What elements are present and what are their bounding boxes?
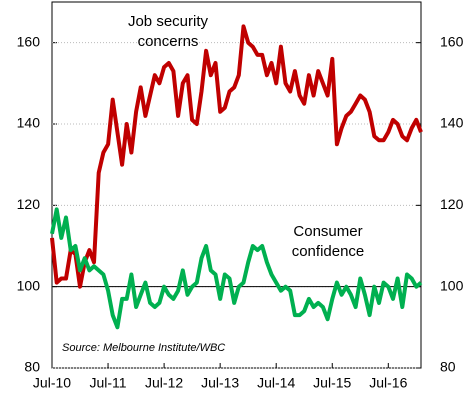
y2-tick-label: 100 (440, 277, 464, 293)
source-note: Source: Melbourne Institute/WBC (62, 342, 225, 354)
x-tick-label: Jul-16 (369, 375, 407, 391)
series-label: confidence (292, 243, 365, 260)
plot-frame (51, 1, 422, 369)
y-tick-label: 80 (24, 359, 40, 375)
series-line (50, 207, 423, 330)
y-tick-label: 140 (17, 115, 41, 131)
series-label: concerns (138, 33, 199, 50)
y-tick-label: 100 (17, 277, 41, 293)
y2-tick-label: 120 (440, 196, 464, 212)
x-tick-label: Jul-15 (313, 375, 351, 391)
series-label: Job security (128, 13, 209, 30)
x-tick-label: Jul-13 (201, 375, 239, 391)
series-line (50, 24, 423, 289)
y2-tick-label: 80 (440, 359, 456, 375)
series-label: Consumer (293, 223, 362, 240)
x-tick-label: Jul-14 (257, 375, 295, 391)
y-tick-label: 160 (17, 33, 41, 49)
y-tick-label: 120 (17, 196, 41, 212)
y2-tick-label: 140 (440, 115, 464, 131)
y2-tick-label: 160 (440, 33, 464, 49)
x-tick-label: Jul-10 (33, 375, 71, 391)
x-tick-label: Jul-11 (90, 375, 127, 391)
x-tick-label: Jul-12 (145, 375, 183, 391)
